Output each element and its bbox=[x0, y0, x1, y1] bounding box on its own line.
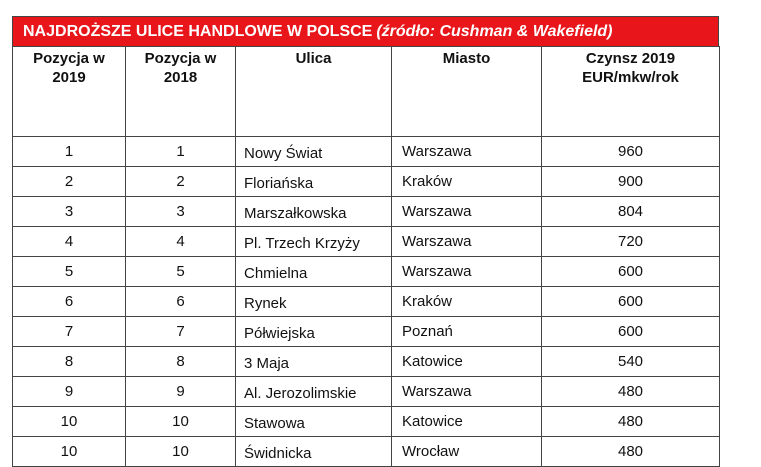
streets-table: Pozycja w 2019 Pozycja w 2018 Ulica Mias… bbox=[12, 46, 720, 467]
cell-city: Warszawa bbox=[391, 376, 542, 407]
cell-street: Półwiejska bbox=[235, 316, 392, 347]
cell-pos2019: 1 bbox=[12, 136, 126, 167]
cell-rent: 720 bbox=[541, 226, 720, 257]
cell-rent: 600 bbox=[541, 316, 720, 347]
cell-city: Wrocław bbox=[391, 436, 542, 467]
cell-pos2019: 4 bbox=[12, 226, 126, 257]
cell-pos2019: 5 bbox=[12, 256, 126, 287]
cell-pos2019: 2 bbox=[12, 166, 126, 197]
cell-pos2019: 3 bbox=[12, 196, 126, 227]
cell-pos2019: 7 bbox=[12, 316, 126, 347]
cell-pos2018: 4 bbox=[125, 226, 236, 257]
cell-city: Katowice bbox=[391, 406, 542, 437]
cell-street: Marszałkowska bbox=[235, 196, 392, 227]
cell-city: Warszawa bbox=[391, 196, 542, 227]
header-rent-line2: EUR/mkw/rok bbox=[582, 69, 679, 86]
table-container: NAJDROŻSZE ULICE HANDLOWE W POLSCE (źródł… bbox=[12, 16, 720, 467]
header-pos2018: Pozycja w 2018 bbox=[125, 46, 236, 137]
table-row: 5 5 Chmielna Warszawa 600 bbox=[12, 256, 720, 287]
cell-rent: 600 bbox=[541, 286, 720, 317]
header-pos2019-line1: Pozycja w bbox=[33, 50, 105, 67]
cell-city: Kraków bbox=[391, 286, 542, 317]
cell-rent: 480 bbox=[541, 406, 720, 437]
header-pos2018-line1: Pozycja w bbox=[144, 50, 217, 67]
cell-street: Floriańska bbox=[235, 166, 392, 197]
table-title: NAJDROŻSZE ULICE HANDLOWE W POLSCE bbox=[23, 23, 373, 40]
cell-city: Poznań bbox=[391, 316, 542, 347]
cell-pos2019: 8 bbox=[12, 346, 126, 377]
cell-pos2019: 10 bbox=[12, 406, 126, 437]
table-row: 10 10 Świdnicka Wrocław 480 bbox=[12, 436, 720, 467]
table-row: 3 3 Marszałkowska Warszawa 804 bbox=[12, 196, 720, 227]
cell-pos2019: 9 bbox=[12, 376, 126, 407]
cell-street: Świdnicka bbox=[235, 436, 392, 467]
cell-rent: 480 bbox=[541, 436, 720, 467]
cell-pos2018: 2 bbox=[125, 166, 236, 197]
cell-street: Pl. Trzech Krzyży bbox=[235, 226, 392, 257]
cell-rent: 960 bbox=[541, 136, 720, 167]
header-rent: Czynsz 2019 EUR/mkw/rok bbox=[541, 46, 720, 137]
cell-pos2018: 1 bbox=[125, 136, 236, 167]
cell-pos2018: 8 bbox=[125, 346, 236, 377]
header-pos2018-line2: 2018 bbox=[163, 69, 198, 86]
table-body: 1 1 Nowy Świat Warszawa 960 2 2 Floriańska Krakó… bbox=[12, 136, 720, 467]
cell-rent: 900 bbox=[541, 166, 720, 197]
cell-city: Warszawa bbox=[391, 256, 542, 287]
cell-pos2018: 9 bbox=[125, 376, 236, 407]
header-street: Ulica bbox=[235, 46, 392, 137]
cell-street: Nowy Świat bbox=[235, 136, 392, 167]
cell-pos2018: 6 bbox=[125, 286, 236, 317]
cell-rent: 804 bbox=[541, 196, 720, 227]
cell-street: Al. Jerozolimskie bbox=[235, 376, 392, 407]
cell-street: Stawowa bbox=[235, 406, 392, 437]
cell-street: Rynek bbox=[235, 286, 392, 317]
cell-city: Katowice bbox=[391, 346, 542, 377]
cell-pos2018: 10 bbox=[125, 436, 236, 467]
cell-pos2018: 7 bbox=[125, 316, 236, 347]
table-row: 10 10 Stawowa Katowice 480 bbox=[12, 406, 720, 437]
cell-rent: 480 bbox=[541, 376, 720, 407]
table-row: 1 1 Nowy Świat Warszawa 960 bbox=[12, 136, 720, 167]
cell-pos2018: 3 bbox=[125, 196, 236, 227]
table-row: 4 4 Pl. Trzech Krzyży Warszawa 720 bbox=[12, 226, 720, 257]
table-title-bar: NAJDROŻSZE ULICE HANDLOWE W POLSCE (źródł… bbox=[12, 16, 719, 46]
cell-pos2019: 6 bbox=[12, 286, 126, 317]
table-row: 6 6 Rynek Kraków 600 bbox=[12, 286, 720, 317]
cell-street: Chmielna bbox=[235, 256, 392, 287]
cell-pos2018: 5 bbox=[125, 256, 236, 287]
header-rent-line1: Czynsz 2019 bbox=[585, 50, 676, 67]
cell-city: Kraków bbox=[391, 166, 542, 197]
cell-rent: 600 bbox=[541, 256, 720, 287]
cell-rent: 540 bbox=[541, 346, 720, 377]
header-city: Miasto bbox=[391, 46, 542, 137]
cell-city: Warszawa bbox=[391, 226, 542, 257]
header-row: Pozycja w 2019 Pozycja w 2018 Ulica Mias… bbox=[12, 46, 720, 137]
header-pos2019-line2: 2019 bbox=[52, 69, 86, 86]
cell-city: Warszawa bbox=[391, 136, 542, 167]
table-row: 7 7 Półwiejska Poznań 600 bbox=[12, 316, 720, 347]
table-source: (źródło: Cushman & Wakefield) bbox=[376, 23, 613, 40]
cell-street: 3 Maja bbox=[235, 346, 392, 377]
cell-pos2018: 10 bbox=[125, 406, 236, 437]
table-row: 9 9 Al. Jerozolimskie Warszawa 480 bbox=[12, 376, 720, 407]
header-pos2019: Pozycja w 2019 bbox=[12, 46, 126, 137]
table-row: 2 2 Floriańska Kraków 900 bbox=[12, 166, 720, 197]
cell-pos2019: 10 bbox=[12, 436, 126, 467]
